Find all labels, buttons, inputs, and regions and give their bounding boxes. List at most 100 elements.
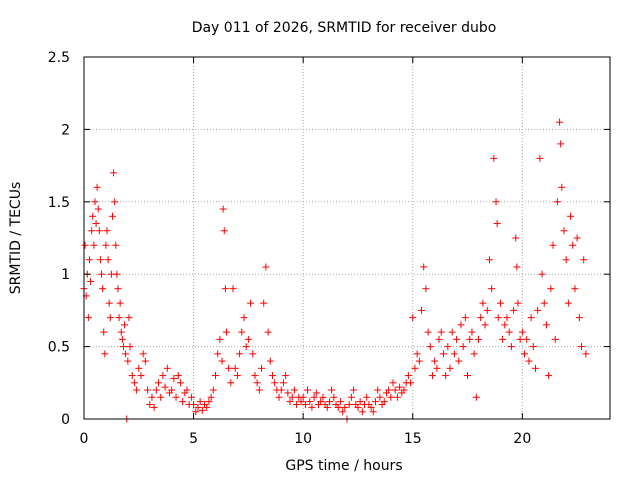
data-point: [393, 393, 401, 401]
data-point: [513, 263, 521, 271]
data-point: [573, 234, 581, 242]
data-point: [404, 372, 412, 380]
x-tick-label: 15: [404, 431, 422, 447]
data-point: [464, 372, 472, 380]
data-point: [339, 408, 347, 416]
data-point: [209, 386, 217, 394]
data-point: [323, 403, 331, 411]
data-point: [347, 393, 355, 401]
data-point: [88, 227, 96, 235]
y-tick-label: 0.5: [48, 340, 70, 356]
data-point: [494, 314, 502, 322]
data-point: [413, 350, 421, 358]
data-point: [354, 403, 362, 411]
data-point: [308, 403, 316, 411]
data-point: [431, 357, 439, 365]
data-point: [369, 408, 377, 416]
data-point: [216, 335, 224, 343]
data-point: [192, 408, 200, 416]
data-point: [115, 314, 123, 322]
data-point: [483, 306, 491, 314]
data-point: [319, 393, 327, 401]
data-point: [567, 212, 575, 220]
data-point: [345, 401, 353, 409]
data-point: [510, 306, 518, 314]
data-point: [150, 403, 158, 411]
data-point: [536, 154, 544, 162]
data-point: [159, 372, 167, 380]
data-point: [475, 335, 482, 343]
y-tick-label: 1.5: [48, 195, 70, 211]
data-point: [461, 314, 469, 322]
data-point: [400, 386, 408, 394]
data-point: [187, 393, 195, 401]
data-point: [264, 328, 272, 336]
data-point: [93, 183, 101, 191]
data-point: [87, 277, 95, 285]
data-point: [547, 285, 555, 293]
data-point: [275, 393, 283, 401]
data-point: [516, 335, 524, 343]
data-point: [231, 364, 239, 372]
data-point: [501, 321, 509, 329]
data-point: [453, 335, 461, 343]
data-point: [103, 227, 111, 235]
data-point: [91, 198, 99, 206]
data-point: [428, 372, 436, 380]
data-point: [290, 386, 298, 394]
data-point: [271, 379, 279, 387]
data-point: [325, 398, 333, 406]
data-point: [578, 343, 586, 351]
data-point: [523, 335, 531, 343]
data-point: [446, 364, 454, 372]
data-point: [367, 403, 375, 411]
data-point: [288, 393, 296, 401]
data-point: [336, 398, 344, 406]
data-point: [551, 335, 559, 343]
data-point: [249, 350, 257, 358]
data-point: [124, 357, 132, 365]
data-point: [424, 328, 432, 336]
data-point: [253, 379, 261, 387]
data-point: [198, 406, 206, 414]
data-point: [387, 393, 395, 401]
data-point: [376, 393, 384, 401]
data-point: [99, 285, 107, 293]
data-point: [219, 205, 227, 213]
data-point: [92, 220, 100, 228]
data-point: [512, 234, 520, 242]
x-axis: 0 5 10 15 20: [80, 57, 531, 447]
data-point: [496, 299, 504, 307]
data-point: [575, 314, 583, 322]
data-point: [499, 335, 507, 343]
data-point: [205, 398, 213, 406]
data-point: [98, 270, 106, 278]
data-point: [549, 241, 557, 249]
data-point: [330, 393, 338, 401]
data-point: [255, 386, 263, 394]
data-point: [240, 314, 248, 322]
data-point: [139, 350, 147, 358]
data-point: [334, 403, 342, 411]
data-point: [251, 372, 259, 380]
data-point: [262, 263, 270, 271]
data-point: [279, 379, 287, 387]
data-point: [152, 386, 160, 394]
data-point: [455, 357, 463, 365]
data-point: [562, 256, 570, 264]
x-tick-label: 10: [294, 431, 312, 447]
data-point: [529, 343, 537, 351]
data-point: [95, 227, 103, 235]
data-point: [144, 386, 152, 394]
data-point: [244, 335, 252, 343]
data-point: [350, 386, 358, 394]
data-points: [80, 118, 590, 423]
grid: [84, 57, 610, 419]
x-tick-label: 5: [189, 431, 198, 447]
x-tick-label: 0: [80, 431, 89, 447]
data-point: [299, 393, 307, 401]
data-point: [196, 398, 204, 406]
data-point: [125, 314, 133, 322]
data-point: [490, 154, 498, 162]
data-point: [137, 372, 145, 380]
